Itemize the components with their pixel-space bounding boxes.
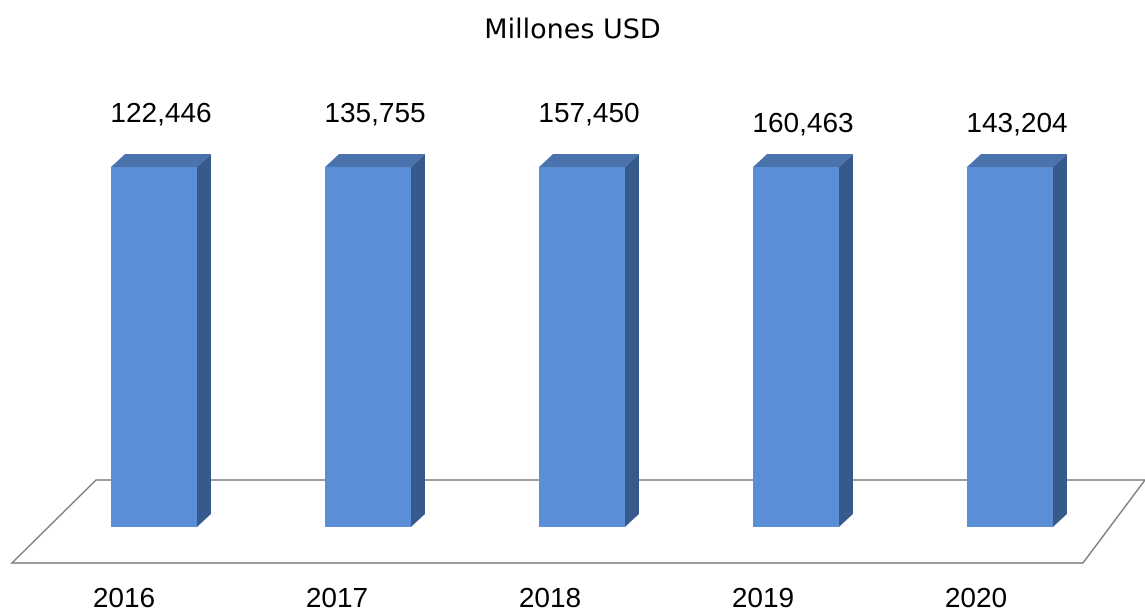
bar-front-2018 — [539, 167, 625, 527]
bar-side-2020 — [1053, 154, 1067, 527]
bar-front-2020 — [967, 167, 1053, 527]
bar-2019 — [753, 154, 853, 527]
data-label-2017: 135,755 — [324, 97, 425, 128]
data-label-2020: 143,204 — [966, 107, 1067, 138]
bar-front-2017 — [325, 167, 411, 527]
x-tick-2016: 2016 — [93, 582, 155, 613]
bar-front-2016 — [111, 167, 197, 527]
bar-top-2020 — [967, 154, 1067, 167]
bar-front-2019 — [753, 167, 839, 527]
bar-top-2016 — [111, 154, 211, 167]
data-label-2016: 122,446 — [110, 97, 211, 128]
bar-side-2018 — [625, 154, 639, 527]
x-tick-2020: 2020 — [945, 582, 1007, 613]
bar-2020 — [967, 154, 1067, 527]
x-tick-2017: 2017 — [306, 582, 368, 613]
bar-side-2016 — [197, 154, 211, 527]
x-tick-2018: 2018 — [519, 582, 581, 613]
bar-side-2017 — [411, 154, 425, 527]
bar-side-2019 — [839, 154, 853, 527]
bars-layer — [111, 154, 1067, 527]
data-label-2019: 160,463 — [752, 107, 853, 138]
bar-2018 — [539, 154, 639, 527]
data-label-2018: 157,450 — [538, 97, 639, 128]
data-labels-layer: 122,446 135,755 157,450 160,463 143,204 — [110, 97, 1067, 138]
chart-title: Millones USD — [484, 14, 661, 45]
x-axis-ticks: 2016 2017 2018 2019 2020 — [93, 582, 1007, 613]
bar-top-2017 — [325, 154, 425, 167]
bar-2017 — [325, 154, 425, 527]
x-tick-2019: 2019 — [732, 582, 794, 613]
bar-2016 — [111, 154, 211, 527]
bar-top-2018 — [539, 154, 639, 167]
bar-top-2019 — [753, 154, 853, 167]
